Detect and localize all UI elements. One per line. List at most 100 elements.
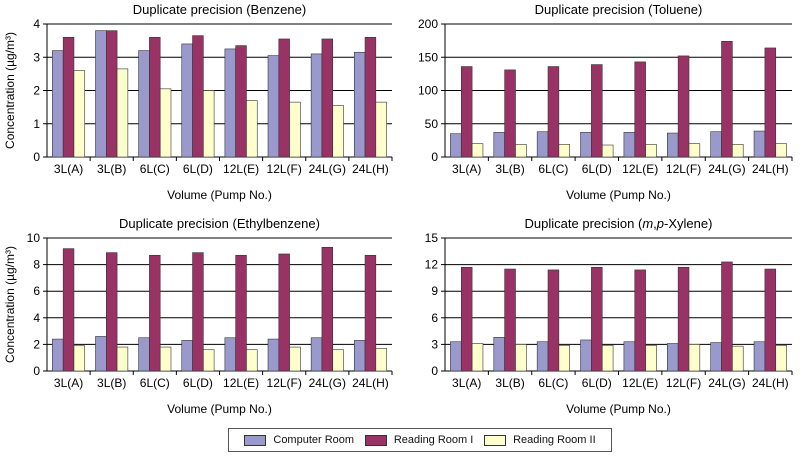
legend-item-computer-room: Computer Room bbox=[244, 434, 354, 446]
bar-3-6lc bbox=[558, 344, 571, 372]
bar-3-12le bbox=[246, 349, 258, 372]
x-tick-label: 6L(C) bbox=[538, 376, 568, 390]
bar-3-6ld bbox=[601, 144, 614, 158]
legend-item-reading-room-1: Reading Room I bbox=[364, 434, 474, 446]
chart-3: Duplicate precision (Ethylbenzene) 0 2 4 6 8 1… bbox=[3, 216, 393, 416]
bar-1-24lg bbox=[310, 53, 323, 158]
bar-3-3la bbox=[471, 343, 484, 372]
y-tick-label: 0 bbox=[33, 150, 40, 164]
bar-1-12le bbox=[224, 337, 236, 372]
bar-3-12lf bbox=[688, 143, 701, 158]
bar-1-24lg bbox=[710, 131, 722, 158]
x-tick-label: 24L(H) bbox=[352, 162, 389, 176]
bar-2-6lc bbox=[149, 36, 161, 158]
bar-1-6lc bbox=[536, 341, 549, 372]
bar-3-24lh bbox=[375, 101, 387, 158]
chart-title: Duplicate precision (m,p-Xylene) bbox=[525, 216, 713, 231]
legend-label-computer-room: Computer Room bbox=[273, 434, 355, 446]
bar-2-12le bbox=[634, 61, 646, 158]
bar-1-3lb bbox=[95, 30, 107, 158]
x-tick-label: 6L(D) bbox=[582, 376, 612, 390]
bar-2-6ld bbox=[192, 252, 204, 372]
bar-3-6lc bbox=[159, 88, 172, 158]
y-axis-label: Concentration (µg/m³) bbox=[3, 32, 17, 149]
bar-1-24lg bbox=[710, 342, 722, 372]
bar-2-12lf bbox=[677, 266, 690, 372]
bar-2-24lh bbox=[764, 268, 777, 372]
chart-title: Duplicate precision (Toluene) bbox=[535, 2, 703, 17]
bar-1-12le bbox=[224, 48, 236, 158]
bar-2-6lc bbox=[547, 269, 560, 372]
legend-swatch-reading-room-2 bbox=[484, 434, 507, 446]
x-tick-label: 12L(E) bbox=[622, 162, 658, 176]
y-axis-label: Concentration (µg/m³) bbox=[3, 246, 17, 363]
bar-2-6lc bbox=[547, 66, 560, 158]
bar-2-6ld bbox=[591, 64, 603, 158]
x-tick-label: 3L(B) bbox=[97, 162, 126, 176]
y-tick-label: 10 bbox=[27, 231, 41, 245]
bar-3-24lh bbox=[775, 143, 787, 158]
y-tick-label: 0 bbox=[431, 364, 438, 378]
x-tick-label: 6L(D) bbox=[183, 162, 213, 176]
bar-1-12lf bbox=[267, 338, 280, 372]
y-tick-label: 3 bbox=[431, 337, 438, 351]
bar-2-12lf bbox=[278, 38, 290, 158]
bar-1-6ld bbox=[580, 339, 592, 372]
legend: Computer Room Reading Room I Reading Roo… bbox=[228, 428, 612, 452]
bar-2-12le bbox=[235, 254, 247, 372]
x-tick-label: 24L(G) bbox=[309, 162, 346, 176]
x-tick-label: 12L(E) bbox=[622, 376, 658, 390]
bar-3-12le bbox=[246, 100, 258, 158]
bar-1-6ld bbox=[580, 132, 592, 158]
y-tick-label: 6 bbox=[431, 311, 438, 325]
bar-1-12lf bbox=[666, 132, 679, 158]
bar-3-6lc bbox=[159, 346, 172, 372]
chart-1: Duplicate precision (Benzene) 0 1 2 3 4 3L(A) 3… bbox=[3, 2, 393, 202]
bar-1-24lh bbox=[753, 341, 766, 372]
x-axis-label: Volume (Pump No.) bbox=[566, 402, 671, 416]
bar-2-24lg bbox=[321, 247, 334, 372]
x-tick-label: 24L(H) bbox=[752, 162, 789, 176]
bar-1-3lb bbox=[493, 132, 505, 158]
x-tick-label: 6L(C) bbox=[140, 376, 170, 390]
bar-1-3la bbox=[52, 338, 64, 372]
x-tick-label: 12L(F) bbox=[267, 376, 302, 390]
y-tick-label: 50 bbox=[425, 117, 439, 131]
x-tick-label: 6L(C) bbox=[538, 162, 568, 176]
y-tick-label: 2 bbox=[33, 84, 40, 98]
bar-3-3lb bbox=[116, 346, 129, 372]
bar-1-3la bbox=[450, 341, 462, 372]
bar-1-12lf bbox=[267, 55, 280, 158]
x-tick-label: 6L(D) bbox=[183, 376, 213, 390]
chart-title-part: , bbox=[653, 216, 657, 231]
bar-2-3lb bbox=[504, 268, 516, 372]
chart-title: Duplicate precision (Benzene) bbox=[133, 2, 306, 17]
bar-3-3la bbox=[471, 143, 484, 158]
x-tick-label: 3L(A) bbox=[54, 162, 83, 176]
bar-1-24lh bbox=[353, 51, 366, 158]
bar-1-6ld bbox=[181, 43, 193, 158]
bar-3-6ld bbox=[601, 344, 614, 372]
bar-1-6lc bbox=[138, 337, 150, 372]
bar-1-12le bbox=[623, 132, 636, 158]
bar-1-6lc bbox=[138, 50, 150, 158]
bar-3-3lb bbox=[515, 144, 527, 158]
bar-1-24lg bbox=[310, 337, 323, 372]
y-tick-label: 1 bbox=[33, 117, 40, 131]
legend-label-reading-room-2: Reading Room II bbox=[513, 434, 596, 446]
bar-1-3lb bbox=[493, 337, 505, 372]
x-axis-label: Volume (Pump No.) bbox=[167, 402, 272, 416]
x-tick-label: 3L(A) bbox=[452, 376, 481, 390]
bar-2-24lh bbox=[764, 47, 777, 158]
y-tick-label: 150 bbox=[418, 50, 438, 64]
legend-swatch-reading-room-1 bbox=[364, 434, 387, 446]
bar-1-6lc bbox=[536, 131, 549, 158]
bar-3-3la bbox=[73, 345, 86, 372]
x-tick-label: 12L(F) bbox=[666, 162, 701, 176]
bar-1-3la bbox=[52, 50, 64, 158]
bar-3-6lc bbox=[558, 144, 571, 158]
bar-3-12lf bbox=[289, 101, 301, 158]
legend-label-reading-room-1: Reading Room I bbox=[393, 434, 474, 446]
x-tick-label: 3L(B) bbox=[495, 162, 524, 176]
x-tick-label: 12L(F) bbox=[666, 376, 701, 390]
